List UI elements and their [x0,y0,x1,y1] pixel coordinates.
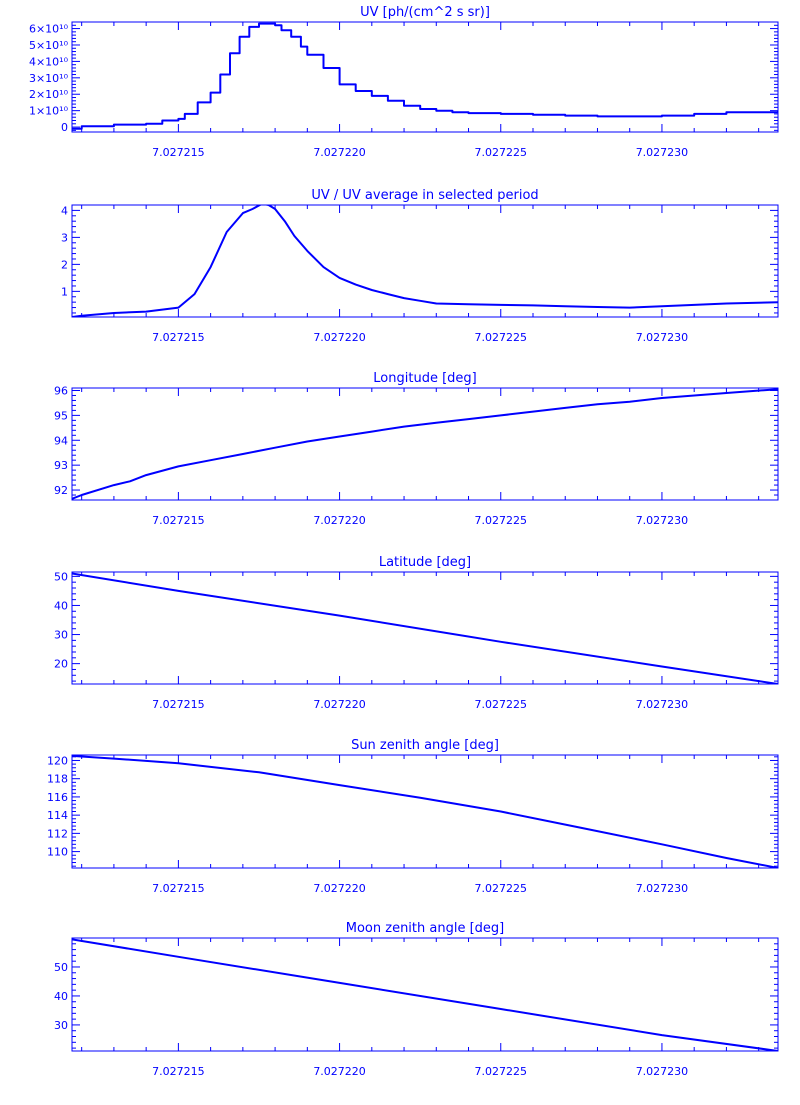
chart-title: UV / UV average in selected period [311,188,538,203]
y-tick-label: 50 [54,570,68,583]
chart-title: Latitude [deg] [379,555,471,570]
plot-frame [71,21,779,133]
y-tick-label: 110 [47,846,68,859]
plot-frame [71,571,779,685]
x-tick-label: 7.027220 [313,146,366,159]
x-tick-label: 7.027225 [475,698,528,711]
y-tick-label: 50 [54,961,68,974]
chart-panel-2: UV / UV average in selected period 7.0272… [61,188,779,344]
y-tick-label: 40 [54,599,68,612]
x-tick-label: 7.027225 [475,882,528,895]
series-line [72,22,778,130]
y-tick-label: 120 [47,754,68,767]
y-tick-label: 5×10¹⁰ [29,39,69,52]
plot-frame [71,387,779,501]
y-tick-label: 118 [47,773,68,786]
x-tick-label: 7.027225 [475,1065,528,1078]
y-tick-label: 93 [54,459,68,472]
x-tick-label: 7.027215 [152,331,205,344]
x-tick-label: 7.027215 [152,698,205,711]
y-tick-label: 0 [61,121,68,134]
y-tick-label: 96 [54,384,68,397]
x-tick-label: 7.027220 [313,331,366,344]
series-line [72,755,778,868]
y-tick-label: 4 [61,204,68,217]
x-tick-label: 7.027220 [313,1065,366,1078]
plot-frame [71,204,779,318]
chart-title: Sun zenith angle [deg] [351,738,499,753]
chart-panel-4: Latitude [deg] 7.027215 7.027220 7.027225 7.… [54,555,779,711]
chart-title: UV [ph/(cm^2 s sr)] [360,5,490,20]
y-tick-label: 3 [61,231,68,244]
y-tick-label: 6×10¹⁰ [29,23,69,36]
chart-title: Longitude [deg] [373,371,476,386]
x-tick-label: 7.027220 [313,698,366,711]
x-tick-label: 7.027225 [475,514,528,527]
y-tick-label: 114 [47,809,68,822]
chart-panel-1: UV [ph/(cm^2 s sr)] 7.027215 7.027220 7.027… [29,5,779,159]
y-tick-label: 112 [47,827,68,840]
y-tick-label: 1×10¹⁰ [29,105,69,118]
y-tick-label: 116 [47,791,68,804]
y-tick-label: 94 [54,434,68,447]
y-tick-label: 92 [54,484,68,497]
x-tick-label: 7.027225 [475,146,528,159]
x-tick-label: 7.027220 [313,514,366,527]
y-tick-label: 30 [54,629,68,642]
y-tick-label: 1 [61,285,68,298]
y-tick-label: 2×10¹⁰ [29,88,69,101]
series-line [72,938,778,1051]
x-tick-label: 7.027230 [636,331,689,344]
x-tick-label: 7.027215 [152,514,205,527]
y-tick-label: 4×10¹⁰ [29,55,69,68]
y-tick-label: 20 [54,658,68,671]
x-tick-label: 7.027230 [636,698,689,711]
chart-panel-5: Sun zenith angle [deg] 7.027215 7.027220 7.… [47,738,779,895]
x-tick-label: 7.027230 [636,514,689,527]
chart-panel-6: Moon zenith angle [deg] 7.027215 7.027220 7… [54,921,779,1078]
y-tick-label: 40 [54,990,68,1003]
chart-title: Moon zenith angle [deg] [346,921,504,936]
y-tick-label: 95 [54,409,68,422]
y-tick-label: 3×10¹⁰ [29,72,69,85]
x-tick-label: 7.027230 [636,882,689,895]
x-tick-label: 7.027215 [152,882,205,895]
series-line [72,572,778,684]
y-tick-label: 30 [54,1019,68,1032]
chart-panel-3: Longitude [deg] 7.027215 7.027220 7.027225 7… [54,371,779,527]
x-tick-label: 7.027230 [636,146,689,159]
plot-frame [71,937,779,1052]
plot-frame [71,754,779,869]
x-tick-label: 7.027215 [152,1065,205,1078]
x-tick-label: 7.027220 [313,882,366,895]
y-tick-label: 2 [61,258,68,271]
series-line [72,388,778,500]
series-line [72,205,778,317]
x-tick-label: 7.027230 [636,1065,689,1078]
x-tick-label: 7.027215 [152,146,205,159]
x-tick-label: 7.027225 [475,331,528,344]
